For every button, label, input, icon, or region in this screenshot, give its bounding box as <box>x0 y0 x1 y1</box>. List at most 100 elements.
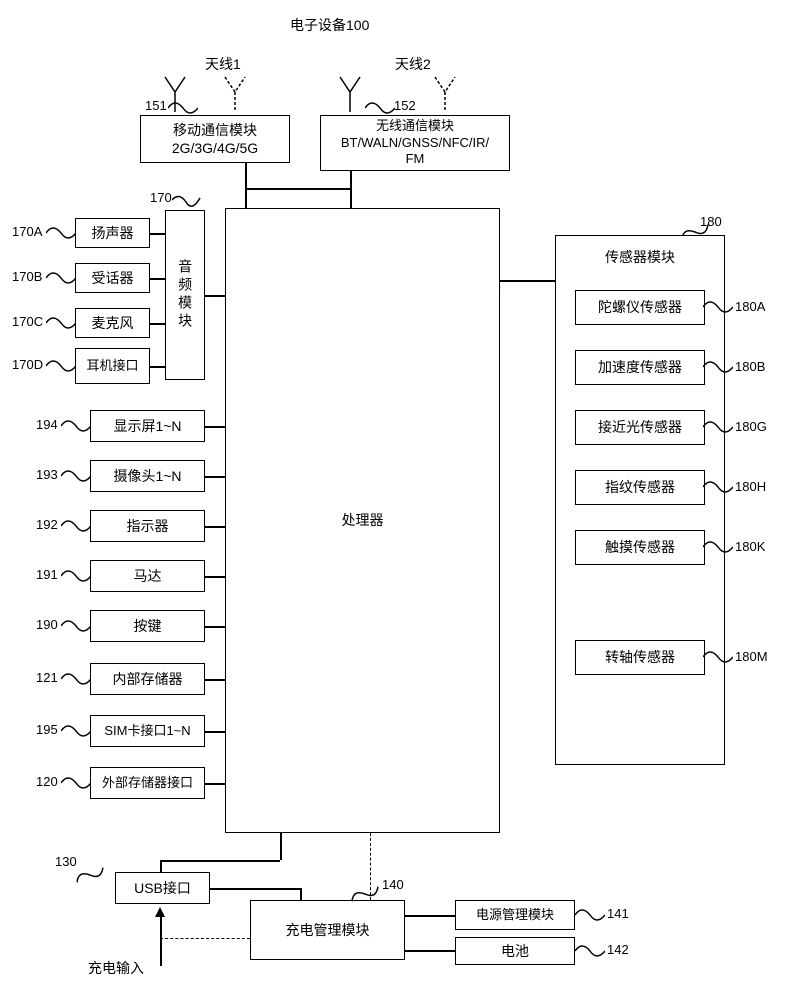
wireless-comm-l1: 无线通信模块 <box>376 118 454 135</box>
mobile-comm-l1: 移动通信模块 <box>173 121 257 139</box>
internal-mem-label: 内部存储器 <box>113 670 183 688</box>
ref-192: 192 <box>36 517 58 532</box>
connector-line <box>160 916 162 966</box>
ref-152: 152 <box>394 98 416 113</box>
ref-190: 190 <box>36 617 58 632</box>
ref-170C: 170C <box>12 314 43 329</box>
connector-line <box>405 915 455 917</box>
ref-180H: 180H <box>735 479 766 494</box>
ref-141: 141 <box>607 906 629 921</box>
keys-box: 按键 <box>90 610 205 642</box>
battery-box: 电池 <box>455 937 575 965</box>
camera-label: 摄像头1~N <box>113 467 181 485</box>
wireless-comm-l3: FM <box>406 151 425 168</box>
connector-line <box>150 323 165 325</box>
battery-label: 电池 <box>501 942 529 960</box>
processor-box: 处理器 <box>225 208 500 833</box>
mobile-comm-box: 移动通信模块 2G/3G/4G/5G <box>140 115 290 163</box>
connector-line <box>205 295 225 297</box>
connector-line <box>280 833 282 860</box>
connector-dashed <box>160 938 250 939</box>
motor-box: 马达 <box>90 560 205 592</box>
leader-icon <box>61 773 91 793</box>
touch-box: 触摸传感器 <box>575 530 705 565</box>
connector-line <box>500 280 555 282</box>
touch-label: 触摸传感器 <box>605 538 675 556</box>
connector-line <box>150 366 165 368</box>
speaker-box: 扬声器 <box>75 218 150 248</box>
ref-180G: 180G <box>735 419 767 434</box>
headphone-box: 耳机接口 <box>75 348 150 384</box>
leader-icon <box>72 859 108 891</box>
accel-label: 加速度传感器 <box>598 358 682 376</box>
ext-mem-box: 外部存储器接口 <box>90 767 205 799</box>
ref-191: 191 <box>36 567 58 582</box>
connector-line <box>205 783 225 785</box>
ref-193: 193 <box>36 467 58 482</box>
power-mgmt-label: 电源管理模块 <box>476 907 554 924</box>
leader-icon <box>61 516 91 536</box>
audio-module-label: 音频模块 <box>176 259 194 331</box>
leader-icon <box>575 905 605 925</box>
hinge-box: 转轴传感器 <box>575 640 705 675</box>
ref-130: 130 <box>55 854 77 869</box>
leader-icon <box>703 537 733 557</box>
indicator-label: 指示器 <box>127 517 169 535</box>
leader-icon <box>46 268 76 288</box>
leader-icon <box>61 466 91 486</box>
accel-box: 加速度传感器 <box>575 350 705 385</box>
hinge-label: 转轴传感器 <box>605 648 675 666</box>
antenna-icon <box>220 72 250 112</box>
antenna2-label: 天线2 <box>395 54 431 74</box>
ref-170D: 170D <box>12 357 43 372</box>
proximity-box: 接近光传感器 <box>575 410 705 445</box>
receiver-label: 受话器 <box>92 269 134 287</box>
ref-180A: 180A <box>735 299 765 314</box>
ref-140: 140 <box>382 877 404 892</box>
display-box: 显示屏1~N <box>90 410 205 442</box>
ref-194: 194 <box>36 417 58 432</box>
keys-label: 按键 <box>134 617 162 635</box>
connector-line <box>205 626 225 628</box>
indicator-box: 指示器 <box>90 510 205 542</box>
leader-icon <box>703 297 733 317</box>
sensor-module-label: 传感器模块 <box>605 248 675 266</box>
ref-180B: 180B <box>735 359 765 374</box>
connector-line <box>405 950 455 952</box>
ref-180K: 180K <box>735 539 765 554</box>
leader-icon <box>703 477 733 497</box>
audio-module-box: 音频模块 <box>165 210 205 380</box>
ref-170A: 170A <box>12 224 42 239</box>
leader-icon <box>61 721 91 741</box>
arrow-up-icon <box>155 907 165 917</box>
leader-icon <box>703 357 733 377</box>
proximity-label: 接近光传感器 <box>598 418 682 436</box>
leader-icon <box>703 417 733 437</box>
charge-mgmt-label: 充电管理模块 <box>286 921 370 939</box>
connector-line <box>300 888 302 900</box>
ref-142: 142 <box>607 942 629 957</box>
leader-icon <box>575 941 605 961</box>
sim-label: SIM卡接口1~N <box>104 723 190 740</box>
connector-line <box>350 171 352 208</box>
ref-121: 121 <box>36 670 58 685</box>
ref-180M: 180M <box>735 649 768 664</box>
antenna1-label: 天线1 <box>205 54 241 74</box>
connector-line <box>245 188 350 190</box>
headphone-label: 耳机接口 <box>86 358 138 375</box>
wireless-comm-box: 无线通信模块 BT/WALN/GNSS/NFC/IR/ FM <box>320 115 510 171</box>
connector-line <box>205 731 225 733</box>
connector-line <box>210 888 300 890</box>
display-label: 显示屏1~N <box>113 417 181 435</box>
motor-label: 马达 <box>134 567 162 585</box>
charge-mgmt-box: 充电管理模块 <box>250 900 405 960</box>
connector-line <box>205 426 225 428</box>
connector-line <box>205 526 225 528</box>
connector-line <box>205 476 225 478</box>
connector-line <box>205 576 225 578</box>
ext-mem-label: 外部存储器接口 <box>102 775 193 792</box>
leader-icon <box>61 669 91 689</box>
receiver-box: 受话器 <box>75 263 150 293</box>
processor-label: 处理器 <box>342 511 384 529</box>
connector-line <box>150 233 165 235</box>
